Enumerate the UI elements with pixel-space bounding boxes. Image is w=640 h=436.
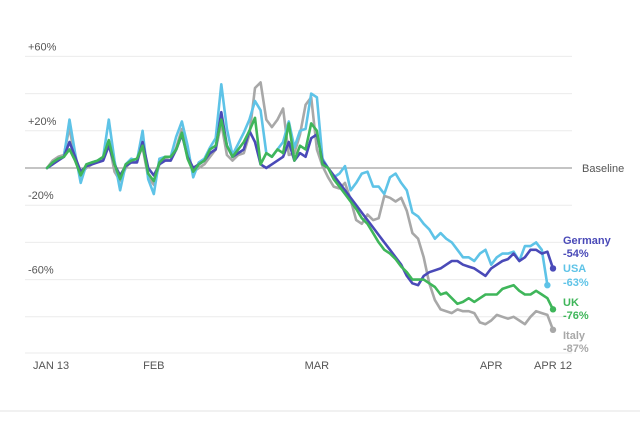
y-axis-ticks: +60% +20% -20% -60% Baseline	[28, 41, 624, 276]
series-end-dot-uk	[549, 306, 557, 313]
y-tick-label: -60%	[28, 265, 54, 277]
y-tick-label: +20%	[28, 116, 57, 128]
grid-lines	[25, 55, 572, 354]
end-label-value-germany: -54%	[563, 248, 589, 260]
x-tick-label: APR 12	[534, 360, 572, 372]
series-line-italy	[45, 81, 555, 332]
end-label-name-germany: Germany	[563, 235, 612, 247]
series-line-usa	[45, 83, 549, 287]
y-tick-label: -20%	[28, 190, 54, 202]
series-end-dot-italy	[549, 326, 557, 334]
x-tick-label: FEB	[143, 360, 164, 372]
x-tick-label: JAN 13	[33, 360, 69, 372]
series-end-dot-usa	[544, 281, 551, 289]
end-label-name-uk: UK	[563, 297, 579, 309]
x-axis-ticks: JAN 13 FEB MAR APR APR 12	[33, 360, 572, 372]
baseline-label: Baseline	[582, 163, 624, 175]
x-tick-label: MAR	[305, 360, 330, 372]
x-tick-label: APR	[480, 360, 503, 372]
y-tick-label: +60%	[28, 41, 57, 53]
end-labels: Italy-87% USA -63% Germany-54% UK-76%	[563, 235, 612, 355]
series-lines	[45, 81, 557, 334]
series-line-germany	[45, 110, 555, 287]
end-label-name-usa: USA	[563, 263, 586, 275]
end-label-value-italy: -87%	[563, 343, 589, 355]
end-label-value-uk: -76%	[563, 310, 589, 322]
series-line-uk	[45, 116, 555, 311]
end-label-name-italy: Italy	[563, 330, 586, 342]
series-end-dot-germany	[549, 265, 557, 272]
end-label-value-usa: -63%	[563, 277, 589, 289]
